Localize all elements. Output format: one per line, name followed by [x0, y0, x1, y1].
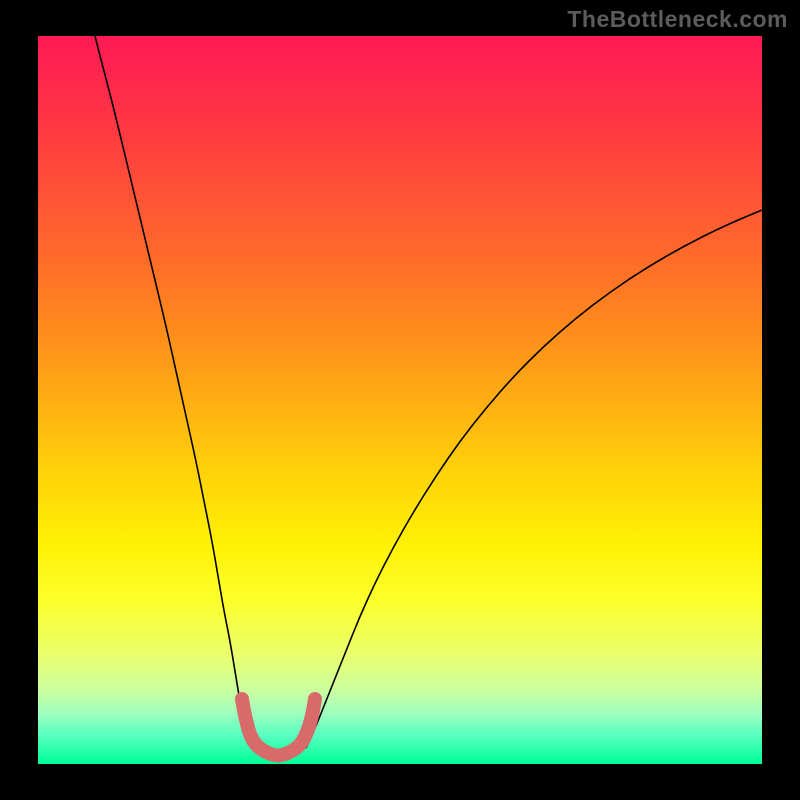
watermark-text: TheBottleneck.com: [567, 6, 788, 33]
plot-area: [38, 36, 762, 764]
plot-svg: [38, 36, 762, 764]
chart-container: TheBottleneck.com: [0, 0, 800, 800]
gradient-background: [38, 36, 762, 764]
